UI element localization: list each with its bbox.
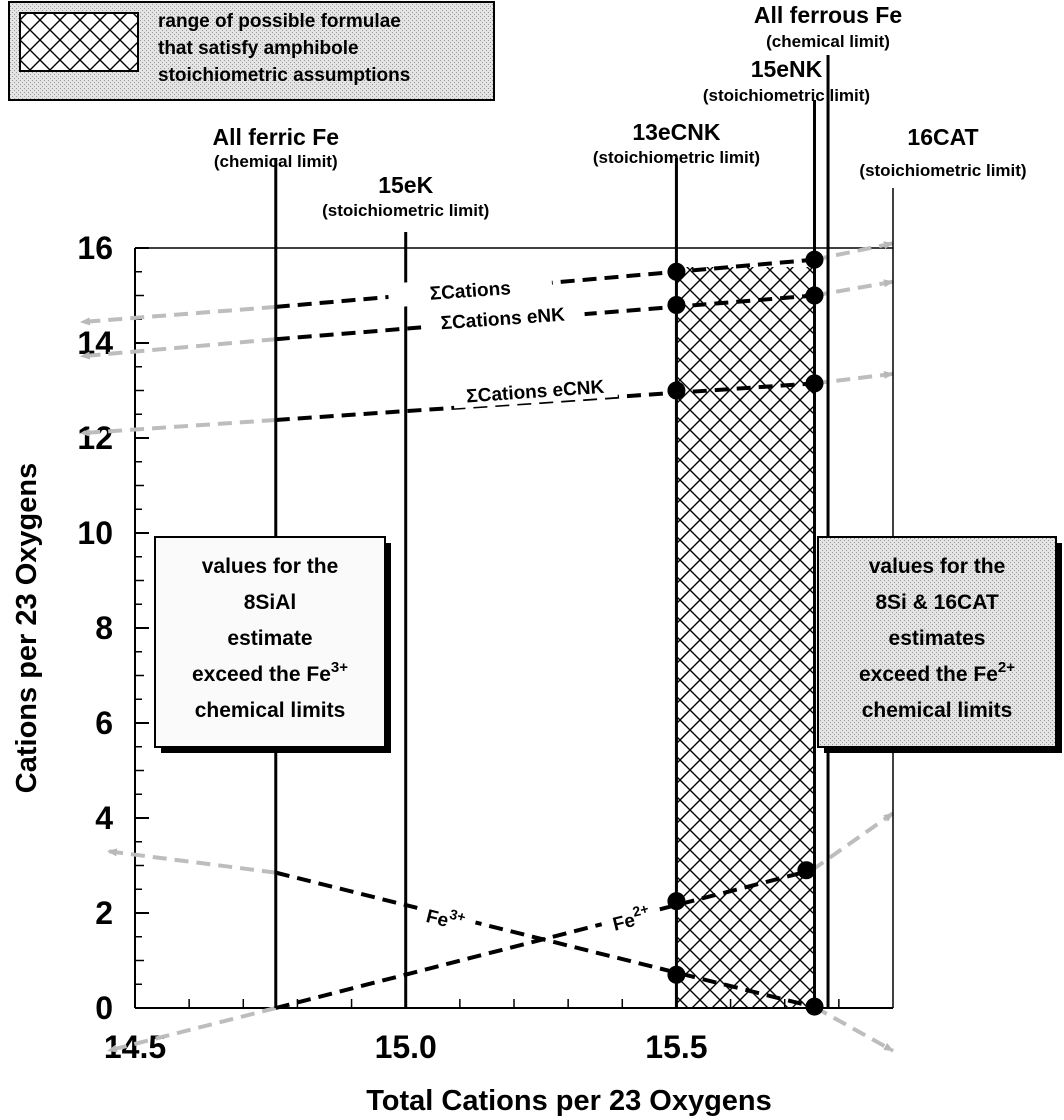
cations-point — [805, 250, 824, 269]
cations-ecnk-extension-right — [814, 370, 894, 386]
annotation-line-text: chemical limits — [195, 699, 346, 722]
all-ferric-fe-limit-kind: (chemical limit) — [214, 152, 338, 171]
annotation-left-line: values for the — [202, 555, 339, 578]
annotation-right-line: chemical limits — [862, 699, 1013, 722]
limit-lines-layer: All ferric Fe (chemical limit) 15eK (stoich… — [212, 2, 1027, 1008]
cations-ecnk-point — [805, 374, 824, 393]
cations-ecnk-label: ΣCations eCNK — [466, 377, 605, 408]
fe2-label-bg — [598, 895, 664, 940]
fe2-label-sup: 2+ — [631, 900, 650, 919]
cations-label-sign: Σ — [429, 283, 442, 305]
13ecnk-limit-name: 13eCNK — [632, 119, 721, 145]
13ecnk-limit-kind: (stoichiometric limit) — [593, 148, 760, 167]
annotation-line-text: values for the — [202, 555, 339, 578]
cations-label-bg — [387, 272, 553, 308]
cations-label-text: Cations — [441, 278, 512, 304]
annotation-right-box — [817, 536, 1057, 748]
cations-ecnk-point — [667, 381, 686, 400]
fe2-point — [667, 892, 686, 911]
annotation-layer: values for the 8SiAl estimate exceed the Fe… — [154, 536, 1062, 753]
shaded-range-hatch — [676, 267, 815, 1008]
y-tick-label: 6 — [95, 705, 113, 741]
15enk-limit-kind: (stoichiometric limit) — [703, 86, 870, 105]
fe3-label-base: Fe — [424, 906, 451, 932]
y-tick-label: 0 — [95, 990, 113, 1026]
fe3-point — [805, 997, 824, 1016]
annotation-line-text: exceed the Fe — [192, 663, 331, 686]
y-tick-label: 10 — [77, 515, 113, 551]
legend: range of possible formulae that satisfy a… — [8, 1, 495, 101]
fe2-label: Fe2+ — [609, 900, 653, 935]
annotation-line-sup: 3+ — [331, 659, 348, 676]
all-ferric-fe-limit-name: All ferric Fe — [212, 124, 339, 150]
fe2-label-base: Fe — [611, 910, 638, 936]
x-tick-label: 15.0 — [375, 1029, 437, 1065]
cations-enk-point — [805, 286, 824, 305]
y-tick-label: 2 — [95, 895, 113, 931]
legend-hatch-swatch — [19, 12, 139, 72]
annotation-left-line: 8SiAl — [244, 591, 297, 614]
shaded-range-layer — [676, 267, 815, 1008]
annotation-line-text: 8SiAl — [244, 591, 297, 614]
all-ferrous-fe-limit-name: All ferrous Fe — [754, 2, 902, 28]
y-tick-label: 8 — [95, 610, 113, 646]
y-tick-label: 4 — [95, 800, 113, 836]
annotation-line-text: 8Si & 16CAT — [875, 591, 998, 614]
cations-ecnk-extension-left — [79, 417, 276, 437]
cations-ecnk-label-text: Cations eCNK — [477, 377, 605, 407]
x-tick-label: 15.5 — [645, 1029, 707, 1065]
cations-label: ΣCations — [429, 278, 511, 305]
y-axis-title: Cations per 23 Oxygens — [11, 463, 43, 793]
annotation-left-line: chemical limits — [195, 699, 346, 722]
fe3-label-sup: 3+ — [448, 906, 467, 925]
fe3-label: Fe3+ — [424, 900, 468, 935]
cations-extension-right — [814, 241, 894, 262]
annotation-right-line: values for the — [869, 555, 1006, 578]
annotation-left-line: exceed the Fe3+ — [192, 659, 348, 686]
annotation-line-text: values for the — [869, 555, 1006, 578]
annotation-line-text: estimates — [889, 627, 986, 650]
legend-text-line: range of possible formulae — [158, 11, 401, 32]
annotation-line-text: estimate — [227, 627, 312, 650]
16cat-limit-name: 16CAT — [907, 124, 978, 150]
all-ferrous-fe-limit-kind: (chemical limit) — [766, 32, 890, 51]
fe2-extension-right — [810, 811, 895, 872]
annotation-right-line: 8Si & 16CAT — [875, 591, 998, 614]
fe3-extension-right — [813, 1005, 894, 1053]
fe2-point — [797, 861, 816, 880]
15ek-limit-name: 15eK — [378, 172, 433, 198]
annotation-line-sup: 2+ — [998, 659, 1015, 676]
annotation-left-box — [154, 536, 386, 748]
fe2-line — [275, 868, 813, 1010]
annotation-line-text: exceed the Fe — [859, 663, 998, 686]
15ek-limit-kind: (stoichiometric limit) — [322, 201, 489, 220]
cations-enk-label-sign: Σ — [440, 313, 453, 335]
x-axis-title: Total Cations per 23 Oxygens — [366, 1085, 772, 1117]
fe3-label-bg — [413, 895, 479, 940]
cations-enk-label-bg — [420, 300, 586, 336]
cations-enk-extension-right — [814, 279, 894, 298]
cations-extension-left — [79, 304, 276, 326]
annotation-right-line: exceed the Fe2+ — [859, 659, 1015, 686]
cations-ecnk-label-bg — [452, 372, 618, 409]
fe3-point — [667, 965, 686, 984]
annotation-line-text: chemical limits — [862, 699, 1013, 722]
annotation-right-line: estimates — [889, 627, 986, 650]
cations-point — [667, 262, 686, 281]
x-tick-label: 14.5 — [104, 1029, 166, 1065]
cations-enk-point — [667, 296, 686, 314]
cations-enk-extension-left — [79, 337, 276, 360]
legend-text-line: that satisfy amphibole — [158, 38, 359, 59]
fe3-extension-left — [106, 848, 277, 875]
cations-ecnk-label-sign: Σ — [466, 386, 479, 408]
y-tick-label: 16 — [77, 230, 113, 266]
legend-text-line: stoichiometric assumptions — [158, 65, 410, 86]
fe2-extension-left — [106, 1006, 277, 1053]
15enk-limit-name: 15eNK — [751, 56, 823, 82]
y-tick-label: 12 — [77, 420, 113, 456]
annotation-left-line: estimate — [227, 627, 312, 650]
16cat-limit-kind: (stoichiometric limit) — [859, 161, 1026, 180]
